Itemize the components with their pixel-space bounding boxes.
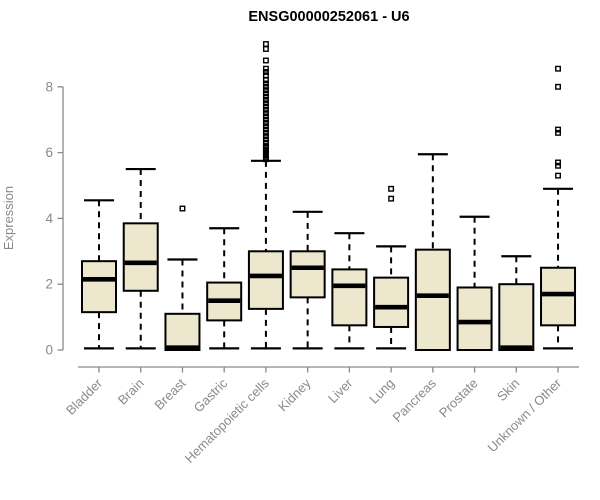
outlier-point <box>262 113 269 120</box>
iqr-box <box>373 276 410 328</box>
outlier-point <box>262 143 269 149</box>
iqr-box <box>164 312 201 351</box>
iqr-box <box>81 260 117 314</box>
iqr-box <box>456 286 493 351</box>
y-axis-label: Expression <box>1 186 16 250</box>
box-prostate <box>456 215 493 351</box>
outlier-point <box>262 126 269 133</box>
outlier-point <box>262 103 269 110</box>
y-tick-label: 2 <box>45 277 53 292</box>
outlier-point <box>262 77 269 84</box>
outlier-point <box>262 69 269 75</box>
box-breast <box>164 205 201 351</box>
y-axis: 0 2 4 6 8 <box>45 79 64 358</box>
outlier-point <box>262 93 269 100</box>
outlier-point <box>262 123 269 130</box>
outlier-point <box>388 195 395 202</box>
outlier-point <box>262 133 269 140</box>
outlier-point <box>262 46 269 52</box>
outlier-point <box>262 83 269 90</box>
x-tick-label: Prostate <box>436 376 481 421</box>
iqr-box <box>331 268 368 327</box>
box-hematopoietic-cells <box>247 41 284 350</box>
y-tick-label: 4 <box>45 211 53 226</box>
x-tick-label: Unknown / Other <box>485 375 565 455</box>
x-tick-label: Brain <box>115 376 147 408</box>
x-tick-label: Bladder <box>63 375 106 418</box>
box-bladder <box>81 199 117 350</box>
outlier-point <box>179 205 186 212</box>
box-pancreas <box>414 153 451 351</box>
outlier-point <box>262 80 269 87</box>
outlier-point <box>262 120 269 126</box>
box-liver <box>331 232 368 350</box>
x-tick-label: Liver <box>325 375 356 406</box>
x-tick-label: Pancreas <box>390 375 440 425</box>
box-lung <box>373 185 410 350</box>
outlier-point <box>262 136 269 143</box>
x-tick-label: Lung <box>366 376 397 407</box>
outlier-point <box>555 162 561 169</box>
outlier-point <box>555 129 561 136</box>
outlier-point <box>555 159 561 166</box>
outlier-point <box>262 87 269 94</box>
box-skin <box>498 255 535 352</box>
box-gastric <box>206 227 243 350</box>
box-unknown-other <box>540 65 577 350</box>
outlier-point <box>555 126 561 133</box>
outlier-point <box>262 72 269 79</box>
iqr-box <box>289 250 326 299</box>
outlier-point <box>262 110 269 117</box>
y-tick-label: 8 <box>45 79 53 94</box>
iqr-box <box>498 283 535 352</box>
box-brain <box>122 167 159 350</box>
outlier-point <box>262 65 269 72</box>
iqr-box <box>247 250 284 310</box>
outlier-point <box>262 116 269 123</box>
outlier-point <box>262 97 269 103</box>
iqr-box <box>414 248 451 351</box>
boxes <box>81 41 577 352</box>
iqr-box <box>122 222 159 292</box>
box-kidney <box>289 210 326 350</box>
outlier-point <box>555 172 561 179</box>
outlier-point <box>262 100 269 107</box>
x-tick-label: Gastric <box>191 375 231 415</box>
y-tick-label: 6 <box>45 145 53 160</box>
outlier-point <box>262 139 269 146</box>
x-tick-label: Skin <box>494 376 522 404</box>
outlier-point <box>555 65 561 72</box>
y-tick-label: 0 <box>45 343 53 358</box>
outlier-point <box>262 90 269 97</box>
x-tick-label: Breast <box>151 375 188 412</box>
outlier-point <box>388 185 395 192</box>
outlier-point <box>262 129 269 136</box>
iqr-box <box>540 266 577 327</box>
outlier-point <box>262 41 269 47</box>
x-tick-label: Kidney <box>275 375 314 414</box>
chart-title: ENSG00000252061 - U6 <box>248 9 409 25</box>
outlier-point <box>555 83 561 90</box>
outlier-point <box>262 57 269 64</box>
outlier-point <box>262 106 269 113</box>
